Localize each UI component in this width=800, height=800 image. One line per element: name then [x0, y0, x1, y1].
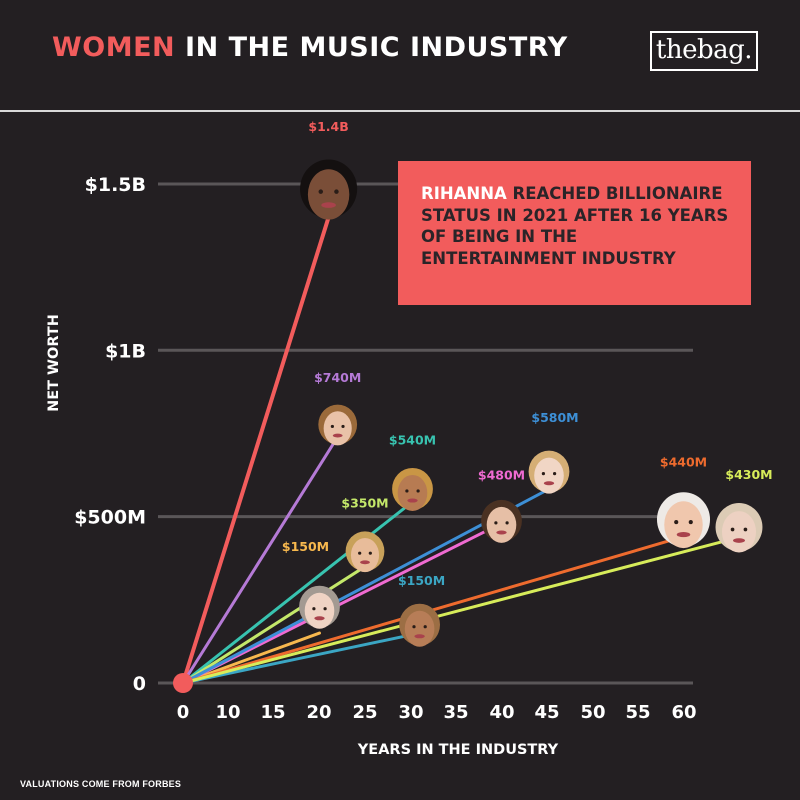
data-point-portrait — [345, 531, 385, 573]
portrait-eye — [674, 520, 679, 525]
callout-text: RIHANNA REACHED BILLIONAIRE STATUS IN 20… — [421, 183, 733, 269]
data-label: $350M — [341, 496, 388, 511]
portrait-eye — [688, 520, 693, 525]
x-tick-label: 50 — [580, 702, 605, 723]
portrait-mouth — [407, 498, 418, 503]
data-label: $150M — [398, 573, 445, 588]
x-axis-title: YEARS IN THE INDUSTRY — [357, 742, 559, 758]
portrait-eye — [416, 489, 420, 493]
portrait-mouth — [676, 531, 691, 538]
portrait-eye — [323, 607, 327, 611]
data-label: $580M — [531, 410, 578, 425]
portrait-mouth — [360, 560, 370, 565]
data-point-portrait — [299, 585, 340, 629]
portrait-eye — [743, 527, 748, 532]
series-line — [181, 501, 412, 685]
page-title: WOMEN IN THE MUSIC INDUSTRY — [52, 32, 568, 63]
data-label: $150M — [282, 539, 329, 554]
portrait-face — [397, 474, 428, 511]
portrait-face — [721, 511, 757, 553]
x-tick-label: 10 — [215, 702, 240, 723]
y-tick-label: 0 — [133, 673, 146, 695]
portrait-eye — [318, 189, 324, 194]
footnote: VALUATIONS COME FROM FORBES — [20, 779, 182, 789]
portrait-eye — [341, 424, 345, 429]
series-line — [181, 538, 731, 685]
portrait-eye — [423, 625, 427, 629]
data-point-portrait — [656, 492, 711, 549]
callout-body: REACHED BILLIONAIRE STATUS IN 2021 AFTER… — [421, 184, 729, 268]
x-tick-label: 15 — [260, 702, 285, 723]
portrait-eye — [730, 527, 735, 532]
portrait-face — [350, 537, 380, 573]
data-point-portrait — [300, 159, 358, 220]
data-label: $1.4B — [308, 119, 348, 134]
portrait-mouth — [496, 530, 507, 535]
y-tick-label: $1B — [105, 340, 146, 362]
header: WOMEN IN THE MUSIC INDUSTRY thebag. — [0, 0, 800, 110]
x-tick-label: 0 — [177, 702, 190, 723]
x-tick-label: 30 — [398, 702, 423, 723]
portrait-face — [486, 506, 517, 543]
portrait-mouth — [332, 433, 343, 438]
origin-point — [173, 673, 193, 693]
portrait-eye — [541, 472, 546, 476]
y-tick-label: $500M — [74, 507, 146, 529]
brand-logo: thebag. — [650, 31, 758, 71]
portrait-mouth — [543, 481, 555, 486]
data-point-portrait — [528, 450, 570, 494]
data-label: $440M — [660, 455, 707, 470]
portrait-eye — [368, 551, 372, 555]
series-line — [181, 565, 367, 685]
portrait-face — [404, 610, 435, 647]
portrait-eye — [505, 521, 509, 525]
x-tick-label: 45 — [534, 702, 559, 723]
x-tick-label: 35 — [443, 702, 468, 723]
portrait-face — [323, 411, 352, 446]
portrait-mouth — [314, 616, 325, 621]
series-line — [181, 435, 340, 685]
portrait-eye — [553, 472, 557, 476]
title-rest: IN THE MUSIC INDUSTRY — [175, 32, 568, 63]
data-point-portrait — [715, 503, 763, 553]
portrait-face — [664, 501, 703, 549]
callout-highlight: RIHANNA — [421, 184, 507, 203]
x-tick-label: 40 — [489, 702, 514, 723]
portrait-eye — [494, 521, 498, 525]
x-tick-label: 60 — [671, 702, 696, 723]
portrait-mouth — [733, 538, 745, 543]
series-line — [181, 215, 331, 685]
series-line — [181, 631, 422, 685]
data-point-portrait — [318, 404, 358, 446]
data-point-portrait — [481, 499, 522, 543]
portrait-mouth — [414, 634, 425, 639]
portrait-face — [534, 457, 564, 494]
y-tick-label: $1.5B — [85, 174, 146, 196]
x-tick-label: 55 — [625, 702, 650, 723]
header-divider — [0, 110, 800, 112]
callout-box: RIHANNA REACHED BILLIONAIRE STATUS IN 20… — [398, 161, 751, 305]
series-line — [181, 631, 321, 685]
portrait-mouth — [321, 202, 336, 208]
data-point-portrait — [399, 603, 440, 647]
portrait-eye — [312, 607, 316, 611]
data-point-portrait — [392, 467, 433, 511]
portrait-face — [304, 592, 335, 629]
data-label: $430M — [725, 467, 772, 482]
data-label: $480M — [478, 467, 525, 482]
portrait-face — [307, 169, 350, 220]
portrait-eye — [334, 189, 339, 194]
title-accent: WOMEN — [52, 32, 176, 63]
portrait-eye — [405, 489, 409, 493]
portrait-eye — [358, 551, 362, 555]
portrait-eye — [330, 424, 334, 429]
x-tick-label: 20 — [306, 702, 331, 723]
y-axis-title: NET WORTH — [46, 314, 62, 412]
x-tick-label: 25 — [352, 702, 377, 723]
data-label: $740M — [314, 370, 361, 385]
data-label: $540M — [389, 432, 436, 447]
portrait-eye — [412, 625, 416, 629]
